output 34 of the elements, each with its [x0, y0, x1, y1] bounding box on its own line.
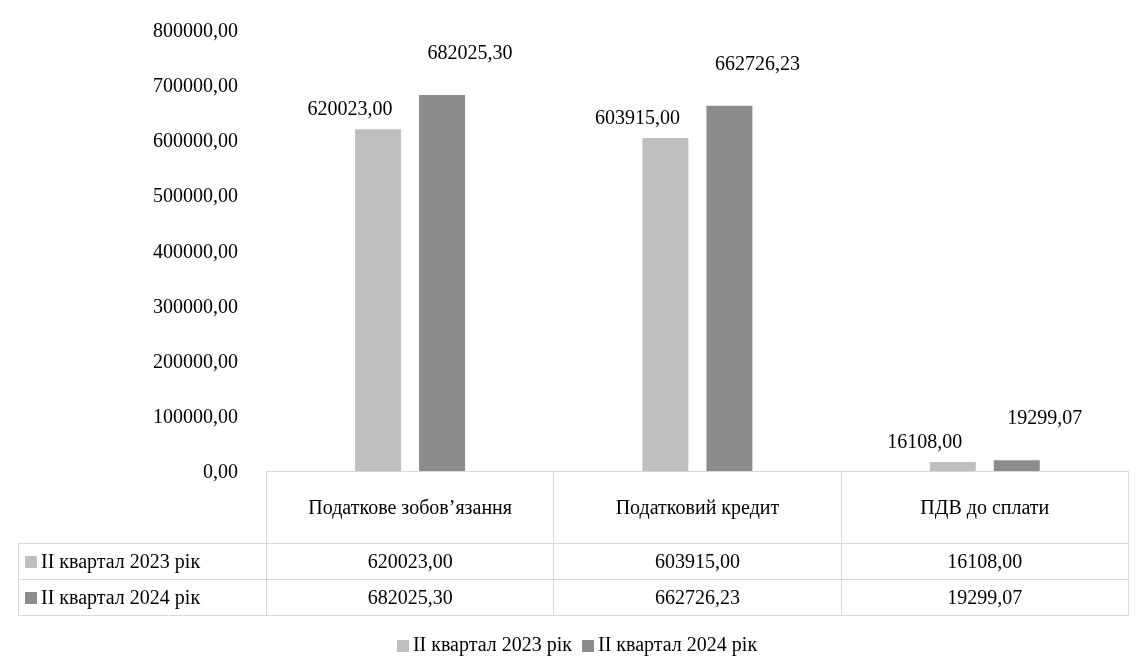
y-tick-label: 800000,00	[153, 19, 238, 42]
text: ІІ квартал 2024 рік	[41, 586, 201, 608]
data-label: 19299,07	[841, 579, 1129, 616]
y-tick-label: 0,00	[203, 460, 238, 483]
text: 620023,00	[307, 97, 393, 120]
legend-label: ІІ квартал 2023 рік	[412, 633, 572, 655]
text: 662726,23	[714, 51, 800, 74]
y-tick-label: 200000,00	[153, 349, 238, 372]
text: 16108,00	[887, 430, 963, 453]
y-tick-label: 600000,00	[153, 129, 238, 152]
y-tick-label: 400000,00	[153, 239, 238, 262]
bar	[419, 95, 466, 471]
y-tick-label: 700000,00	[153, 74, 238, 97]
text: 603915,00	[594, 106, 680, 129]
x-tick-label: Податковий кредит	[553, 471, 842, 544]
y-tick-label: 300000,00	[153, 294, 238, 317]
y-tick-label: 100000,00	[153, 404, 238, 427]
x-tick-label: Податкове зобов’язання	[266, 471, 554, 544]
x-tick-label: ПДВ до сплати	[841, 471, 1129, 544]
bar	[993, 460, 1040, 471]
text: 682025,30	[427, 41, 513, 64]
data-label: 620023,00	[266, 543, 554, 580]
bar	[355, 129, 402, 471]
y-tick-label: 500000,00	[153, 184, 238, 207]
legend-label: ІІ квартал 2024 рік	[598, 633, 758, 655]
text: ІІ квартал 2023 рік	[41, 550, 201, 572]
data-label: 682025,30	[266, 579, 554, 616]
bar	[706, 105, 753, 471]
text: 19299,07	[1007, 406, 1083, 429]
data-label: 16108,00	[841, 543, 1129, 580]
data-label: 603915,00	[553, 543, 842, 580]
bar	[929, 462, 976, 471]
data-label: 662726,23	[553, 579, 842, 616]
bar	[642, 138, 689, 471]
